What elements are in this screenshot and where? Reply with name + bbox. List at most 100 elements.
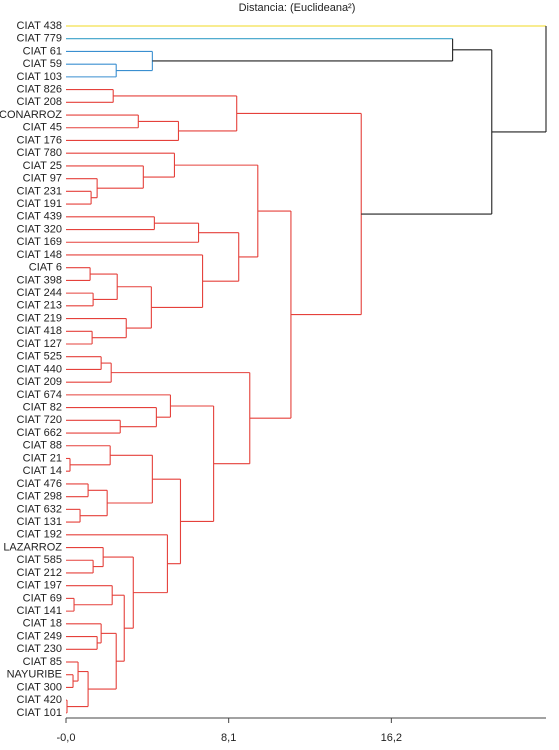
leaf-label: CIAT 209 (17, 376, 62, 388)
leaf-label: CIAT 320 (17, 223, 62, 235)
leaf-label: CIAT 59 (23, 58, 62, 70)
leaf-label: CIAT 45 (23, 122, 62, 134)
link (66, 121, 180, 142)
leaf-label: CIAT 191 (17, 198, 62, 210)
leaf-label: CIAT 97 (23, 173, 62, 185)
link (88, 633, 117, 690)
link (116, 595, 125, 662)
link (66, 64, 117, 78)
axis-title: Distancia: (Euclideana²) (239, 2, 356, 14)
leaf-label: CIAT 88 (23, 440, 62, 452)
leaf-label: CONARROZ (0, 109, 62, 121)
link (249, 211, 292, 419)
link (66, 674, 74, 688)
link (491, 26, 547, 133)
link (66, 89, 114, 103)
leaf-label: CIAT 249 (17, 630, 62, 642)
leaf-label: CIAT 525 (17, 351, 62, 363)
leaf-label: CIAT 21 (23, 452, 62, 464)
link (66, 598, 75, 612)
link (66, 420, 121, 434)
x-tick-label: 16,2 (381, 732, 402, 744)
leaf-label: CIAT 662 (17, 427, 62, 439)
leaf-label: CIAT 440 (17, 363, 62, 375)
leaf-label: CIAT 720 (17, 414, 62, 426)
link (66, 331, 93, 345)
leaf-label: CIAT 61 (23, 45, 62, 57)
leaf-label: CIAT 244 (17, 287, 62, 299)
leaf-label: CIAT 169 (17, 236, 62, 248)
link (120, 407, 157, 428)
link (66, 267, 91, 281)
leaf-label: CIAT 103 (17, 71, 62, 83)
leaf-label: CIAT 176 (17, 134, 62, 146)
link (67, 671, 89, 708)
link (238, 165, 259, 258)
link (66, 560, 94, 574)
link (66, 115, 139, 129)
link (66, 216, 155, 231)
link (66, 483, 89, 498)
link (66, 700, 68, 714)
leaf-label: NAYURIBE (7, 669, 62, 681)
leaf-label: CIAT 208 (17, 96, 62, 108)
leaf-label: CIAT 131 (17, 516, 62, 528)
leaf-label: CIAT 141 (17, 605, 62, 617)
leaf-label: CIAT 69 (23, 592, 62, 604)
leaf-label: CIAT 438 (17, 20, 62, 32)
leaf-label: CIAT 230 (17, 643, 62, 655)
link (116, 51, 153, 72)
leaf-label: CIAT 82 (23, 402, 62, 414)
link (66, 293, 94, 307)
link (66, 356, 102, 370)
link (180, 406, 215, 522)
link (66, 636, 98, 650)
link (133, 534, 168, 594)
leaf-label: CIAT 148 (17, 249, 62, 261)
leaf-label: CIAT 632 (17, 503, 62, 515)
leaf-label: CIAT 780 (17, 147, 62, 159)
link (124, 557, 134, 629)
link (73, 662, 79, 682)
leaf-label: CIAT 212 (17, 567, 62, 579)
x-tick-label: 8,1 (221, 732, 236, 744)
link (66, 363, 112, 383)
link (156, 394, 171, 418)
leaf-label: CIAT 826 (17, 84, 62, 96)
link (361, 49, 493, 215)
leaf-label: CIAT 439 (17, 211, 62, 223)
link (151, 254, 204, 308)
leaf-label: CIAT 398 (17, 274, 62, 286)
link (66, 191, 92, 205)
link (91, 178, 98, 199)
link (66, 223, 200, 243)
leaf-label: CIAT 14 (23, 465, 62, 477)
link (152, 38, 454, 62)
link (66, 458, 71, 472)
link (93, 547, 104, 568)
link (167, 479, 182, 565)
leaf-label: CIAT 197 (17, 580, 62, 592)
leaf-label: CIAT 25 (23, 160, 62, 172)
leaf-label: CIAT 298 (17, 491, 62, 503)
leaf-label: CIAT 101 (17, 707, 62, 719)
leaf-label: CIAT 85 (23, 656, 62, 668)
leaf-label: CIAT 213 (17, 300, 62, 312)
link (80, 490, 108, 517)
link (213, 372, 251, 465)
leaf-label: CIAT 418 (17, 325, 62, 337)
leaf-label: CIAT 300 (17, 681, 62, 693)
link (126, 286, 152, 329)
link (70, 445, 111, 466)
leaf-label: CIAT 779 (17, 33, 62, 45)
link (92, 318, 127, 339)
leaf-label: CIAT 420 (17, 694, 62, 706)
leaf-label: CIAT 674 (17, 389, 62, 401)
link (97, 623, 102, 644)
leaf-label: CIAT 18 (23, 618, 62, 630)
link (178, 95, 238, 132)
link (97, 165, 144, 189)
leaf-label: LAZARROZ (3, 541, 62, 553)
link (143, 153, 176, 178)
